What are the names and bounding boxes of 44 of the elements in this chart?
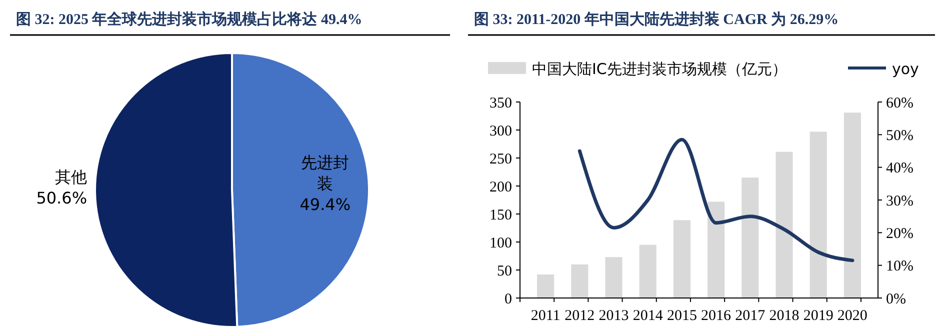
x-tick-label: 2016 [701, 308, 732, 324]
chart-title: 图 33: 2011-2020 年中国大陆先进封装 CAGR 为 26.29% [474, 11, 839, 28]
data-label: 50.6% [36, 188, 88, 208]
y2-tick-label: 40% [886, 160, 914, 177]
x-tick-label: 2013 [598, 308, 629, 324]
y-tick-label: 50 [497, 263, 512, 280]
slice-label: 先进封装 [301, 153, 350, 194]
y-tick-label: 350 [490, 95, 512, 112]
line-series [578, 138, 854, 262]
x-tick-label: 2020 [837, 308, 868, 324]
y2-tick-label: 30% [886, 193, 914, 210]
x-tick-label: 2018 [769, 308, 800, 324]
y-tick-label: 250 [490, 151, 512, 168]
y2-tick-label: 50% [886, 128, 914, 144]
x-tick-label: 2019 [803, 308, 834, 324]
bar [605, 257, 622, 298]
bar [810, 132, 827, 298]
x-tick-label: 2017 [735, 308, 766, 324]
bar [742, 178, 759, 298]
y-tick-label: 300 [490, 123, 512, 140]
y2-tick-label: 10% [886, 258, 914, 275]
bar [571, 264, 588, 298]
x-tick-label: 2015 [666, 308, 697, 324]
legend-label: 中国大陆IC先进封装市场规模（亿元） [532, 60, 787, 78]
slice-label: 其他 [55, 168, 88, 187]
y-tick-label: 200 [490, 179, 512, 196]
x-tick-label: 2012 [564, 308, 595, 324]
bar [673, 220, 690, 298]
bar [639, 244, 656, 298]
bar [537, 274, 554, 298]
y2-tick-label: 0% [886, 291, 906, 308]
x-tick-label: 2011 [530, 308, 560, 324]
y-tick-label: 150 [490, 207, 512, 224]
y-tick-label: 100 [490, 235, 512, 252]
bar [776, 152, 793, 298]
bar [708, 202, 725, 298]
x-tick-label: 2014 [632, 308, 664, 324]
y2-tick-label: 60% [886, 95, 914, 112]
y2-tick-label: 20% [886, 226, 914, 242]
bar [844, 112, 861, 298]
legend-label: yoy [892, 60, 920, 78]
data-label: 49.4% [300, 195, 351, 214]
chart-title: 图 32: 2025 年全球先进封装市场规模占比将达 49.4% [16, 10, 362, 28]
y-tick-label: 0 [504, 291, 512, 308]
